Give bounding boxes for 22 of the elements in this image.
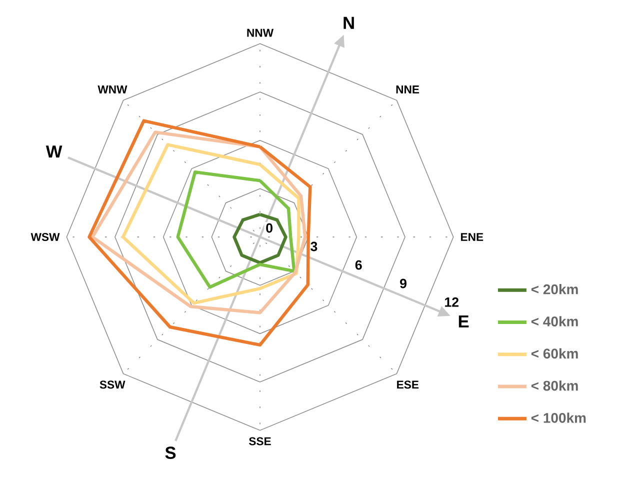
spoke-label: WSW xyxy=(30,233,60,242)
spoke-label: NNE xyxy=(396,86,420,94)
legend-label: < 100km xyxy=(531,412,586,423)
y-tick-label: 3 xyxy=(310,242,318,252)
y-tick-label: 6 xyxy=(355,260,362,270)
spoke-label: NNW xyxy=(247,28,274,37)
text: W xyxy=(46,146,62,158)
legend-label: < 80km xyxy=(531,380,578,391)
legend-label: < 40km xyxy=(531,316,578,326)
y-tick-label: 12 xyxy=(445,297,459,307)
spoke-label: SSE xyxy=(249,437,271,446)
y-tick-label: 0 xyxy=(266,223,272,233)
spoke-label: ESE xyxy=(397,380,419,389)
text: E xyxy=(458,315,469,328)
text: N xyxy=(344,16,354,29)
y-tick-label: 9 xyxy=(400,278,406,288)
spoke-label: WNW xyxy=(98,86,128,94)
legend-label: < 20km xyxy=(531,284,578,294)
text: S xyxy=(165,446,176,459)
spoke-label: SSW xyxy=(100,380,126,389)
spoke-label: ENE xyxy=(461,233,484,241)
legend-label: < 60km xyxy=(531,348,578,359)
